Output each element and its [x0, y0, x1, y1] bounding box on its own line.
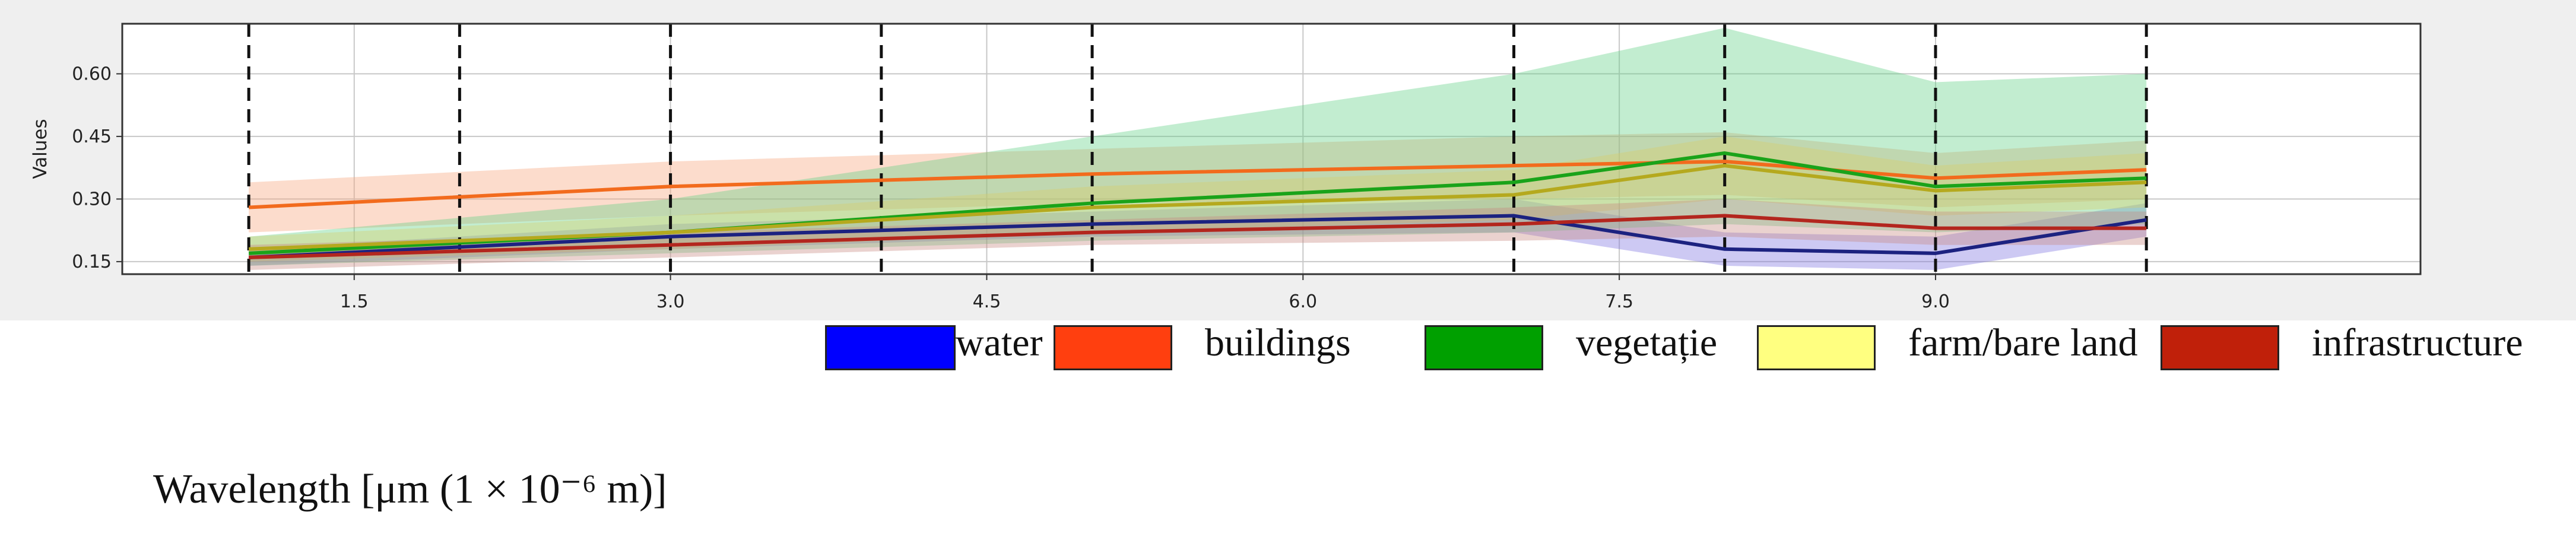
- tick-layer: 0.15 0.30 0.45 0.60 1.5 3.0 4.5 6.0 7.5 9.0: [72, 63, 1950, 312]
- plot-frame: [121, 23, 2422, 275]
- series-band: [249, 132, 2147, 233]
- line-layer: [248, 151, 2147, 259]
- series-line: [249, 164, 2147, 251]
- y-tick-label: 0.60: [72, 63, 112, 84]
- band-layer: [249, 28, 2147, 270]
- y-tick-label: 0.15: [72, 252, 112, 272]
- series-line: [248, 214, 2147, 259]
- x-tick-label: 7.5: [1605, 291, 1633, 312]
- y-tick-label: 0.30: [72, 189, 112, 209]
- y-axis-label: Values: [30, 119, 51, 179]
- grid-layer: [122, 24, 2420, 274]
- x-tick-label: 6.0: [1289, 291, 1317, 312]
- plot-area: [122, 24, 2420, 274]
- x-axis-label: Wavelength [μm (1 × 10⁻⁶ m)]: [153, 466, 667, 512]
- series-line: [248, 160, 2147, 209]
- x-tick-label: 4.5: [973, 291, 1001, 312]
- x-tick-label: 9.0: [1921, 291, 1950, 312]
- x-tick-label: 3.0: [656, 291, 685, 312]
- series-band: [249, 28, 2147, 266]
- y-tick-label: 0.45: [72, 126, 112, 147]
- x-tick-label: 1.5: [340, 291, 369, 312]
- series-line: [249, 214, 2147, 259]
- series-band: [249, 199, 2147, 270]
